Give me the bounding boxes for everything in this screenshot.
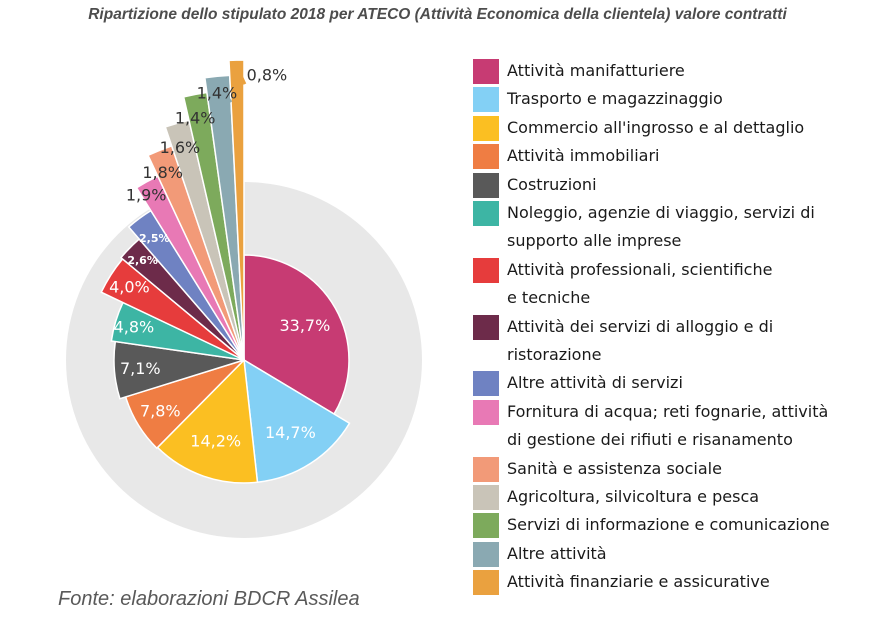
- slice-percentage-label: 14,2%: [190, 432, 241, 451]
- legend-label: Trasporto e magazzinaggio: [507, 89, 723, 109]
- pie-percentage-labels: 33,7% 14,7% 14,2% 7,8% 7,1% 4,8% 4,0% 2,6% 2,5% 1…: [109, 65, 330, 451]
- legend-item: Sanità e assistenza sociale: [473, 455, 873, 483]
- legend-swatch: [473, 144, 499, 170]
- legend-label: e tecniche: [507, 288, 591, 308]
- legend-item: Attività manifatturiere: [473, 57, 873, 85]
- legend-label: Attività immobiliari: [507, 146, 660, 166]
- label-leader-line: [177, 128, 196, 158]
- legend-item: Altre attività di servizi: [473, 369, 873, 397]
- legend-swatch: [473, 399, 499, 425]
- slice-percentage-label: 7,8%: [140, 401, 181, 420]
- slice-percentage-label: 1,4%: [175, 109, 216, 128]
- legend-swatch: [473, 541, 499, 567]
- slice-percentage-label: 7,1%: [120, 359, 161, 378]
- pie-slice: [156, 358, 259, 484]
- label-leader-line: [216, 81, 233, 104]
- label-leader-line: [148, 186, 162, 205]
- legend-item: Altre attività: [473, 540, 873, 568]
- legend-label: Sanità e assistenza sociale: [507, 458, 722, 478]
- legend-label: Servizi di informazione e comunicazione: [507, 515, 830, 535]
- slice-percentage-label: 1,6%: [160, 138, 201, 157]
- label-leader-line: [194, 99, 211, 128]
- legend-swatch: [473, 456, 499, 482]
- chart-title: Ripartizione dello stipulato 2018 per AT…: [88, 6, 787, 23]
- slice-percentage-label: 33,7%: [279, 316, 330, 335]
- legend-label: Agricoltura, silvicoltura e pesca: [507, 487, 760, 506]
- slice-percentage-label: 2,5%: [139, 232, 170, 245]
- label-leader-line: [235, 65, 247, 85]
- legend-label: di gestione dei rifiuti e risanamento: [507, 430, 793, 450]
- legend-item: Costruzioni: [473, 171, 873, 199]
- legend-swatch: [473, 87, 499, 113]
- legend-swatch: [473, 172, 499, 198]
- slice-percentage-label: 1,4%: [197, 84, 238, 103]
- legend-label: Attività finanziarie e assicurative: [507, 572, 770, 592]
- legend-item: Agricoltura, silvicoltura e pesca: [473, 483, 873, 511]
- slice-percentage-label: 4,0%: [109, 277, 150, 296]
- slice-percentage-label: 2,6%: [127, 254, 158, 267]
- legend-item: Attività immobiliari: [473, 142, 873, 170]
- legend-swatch: [473, 115, 499, 141]
- legend-item: Attività dei servizi di alloggio e di ris…: [473, 313, 873, 370]
- pie-chart: 33,7% 14,7% 14,2% 7,8% 7,1% 4,8% 4,0% 2,6% 2,5% 1…: [66, 59, 422, 538]
- legend-swatch: [473, 570, 499, 596]
- slice-percentage-label: 4,8%: [114, 317, 155, 336]
- legend-item: Servizi di informazione e comunicazione: [473, 511, 873, 539]
- source-note: Fonte: elaborazioni BDCR Assilea: [58, 588, 360, 610]
- legend-swatch: [473, 257, 499, 283]
- legend-label: Altre attività: [507, 543, 607, 563]
- slice-percentage-label: 14,7%: [265, 423, 316, 442]
- legend-swatch: [473, 201, 499, 226]
- slice-percentage-label: 0,8%: [247, 66, 288, 85]
- legend-label: Altre attività di servizi: [507, 373, 683, 393]
- legend-label: Noleggio, agenzie di viaggio, servizi di: [507, 203, 815, 222]
- label-leader-line: [160, 155, 179, 183]
- slice-percentage-label: 1,9%: [126, 185, 167, 204]
- legend-item: Commercio all'ingrosso e al dettaglio: [473, 114, 873, 142]
- pie-slice: [228, 59, 245, 361]
- legend-label: Attività dei servizi di alloggio e di: [507, 316, 774, 336]
- legend-item: Attività finanziarie e assicurative: [473, 568, 873, 596]
- legend-item: Trasporto e magazzinaggio: [473, 85, 873, 113]
- pie-slices: [100, 59, 351, 484]
- legend-label: Fornitura di acqua; reti fognarie, attiv…: [507, 401, 829, 421]
- legend-item: Fornitura di acqua; reti fognarie, attiv…: [473, 398, 873, 455]
- legend-label: ristorazione: [507, 344, 602, 364]
- legend-swatch: [473, 59, 499, 84]
- legend-label: Attività manifatturiere: [507, 61, 685, 80]
- slice-percentage-label: 1,8%: [142, 163, 183, 182]
- legend-swatch: [473, 485, 499, 510]
- legend-label: Commercio all'ingrosso e al dettaglio: [507, 117, 805, 137]
- legend-label: Costruzioni: [507, 174, 597, 194]
- legend-label: Attività professionali, scientifiche: [507, 259, 773, 279]
- legend-swatch: [473, 513, 499, 539]
- legend-swatch: [473, 371, 499, 397]
- pie-slice: [243, 254, 350, 416]
- legend-item: Attività professionali, scientifiche e te…: [473, 256, 873, 313]
- legend-swatch: [473, 314, 499, 340]
- legend-label: supporto alle imprese: [507, 231, 682, 251]
- legend-item: Noleggio, agenzie di viaggio, servizi di…: [473, 199, 873, 256]
- pie-slice: [243, 358, 351, 484]
